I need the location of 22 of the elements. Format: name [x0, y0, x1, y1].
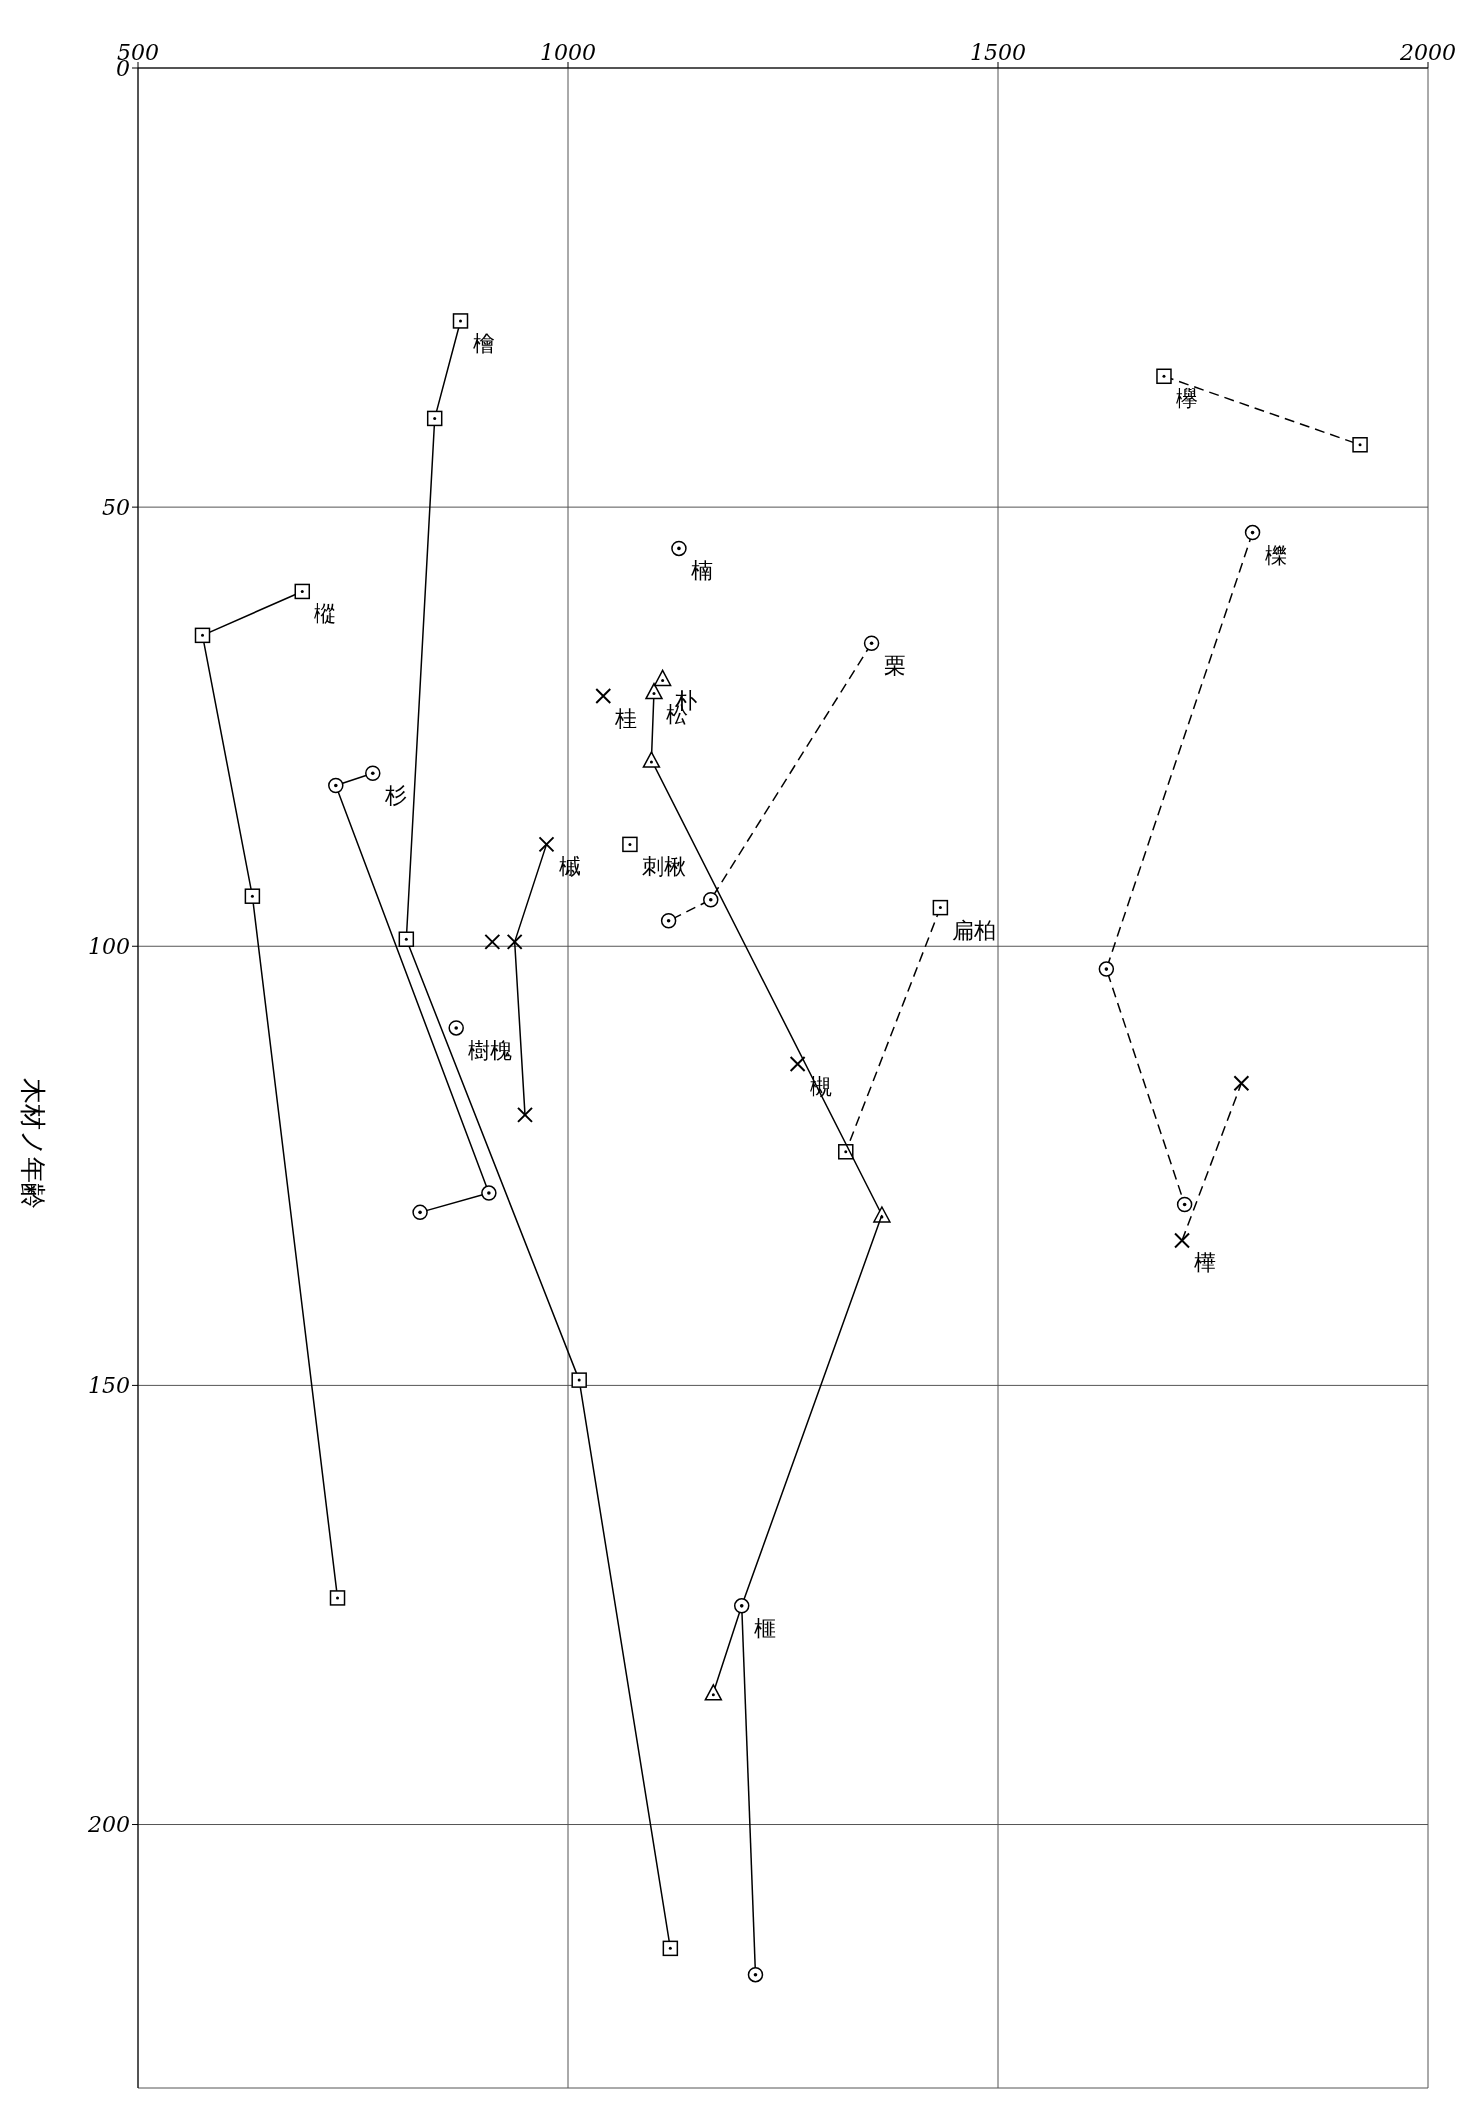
- y-tick-label: 50: [102, 494, 130, 520]
- series-label: 桂: [614, 705, 638, 731]
- series-label: 扁柏: [952, 917, 997, 943]
- series-label: 欅: [1175, 386, 1198, 412]
- series-label: 樹槐: [468, 1037, 513, 1063]
- y-tick-label: 100: [88, 934, 130, 960]
- series-label: 杉: [383, 783, 407, 809]
- x-tick-label: 1500: [970, 40, 1026, 65]
- y-tick-label: 200: [87, 1812, 130, 1838]
- series-label: 刺楸: [641, 854, 686, 880]
- series-label: 槭: [558, 854, 581, 880]
- series-label: 榧: [753, 1615, 776, 1641]
- series-label: 樺: [1194, 1250, 1217, 1276]
- y-tick-label: 150: [88, 1373, 130, 1399]
- series-label: 櫟: [1264, 542, 1287, 568]
- series-label: 楠: [690, 558, 713, 584]
- x-tick-label: 1000: [540, 40, 596, 65]
- y-axis-title: 木材ノ年齢: [17, 1078, 48, 1209]
- series-label: 檜: [472, 330, 495, 356]
- x-tick-label: 2000: [1399, 40, 1456, 65]
- series-label: 樅: [314, 601, 337, 627]
- series-label: 栗: [883, 653, 906, 679]
